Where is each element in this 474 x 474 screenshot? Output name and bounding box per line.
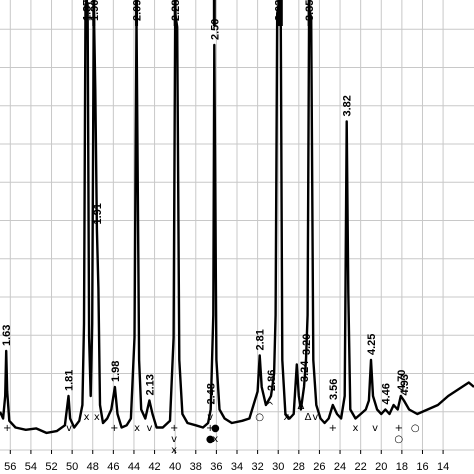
peak-label: 2.13: [144, 374, 156, 395]
phase-marker: +: [329, 423, 337, 434]
phase-marker: x: [353, 423, 359, 434]
peak-label: 4.93: [399, 374, 411, 395]
clipped-peak-marks: [85, 0, 311, 26]
phase-marker: ●: [206, 434, 215, 445]
peak-label: 3.24: [299, 360, 311, 382]
phase-marker: +: [170, 423, 178, 434]
peak-label: 2.09: [132, 0, 144, 21]
phase-marker: v: [171, 434, 177, 445]
x-tick-label: 36: [210, 461, 222, 473]
x-tick-label: 48: [87, 461, 99, 473]
x-tick-label: 28: [293, 461, 305, 473]
x-tick-label: 50: [66, 461, 78, 473]
phase-marker: ○: [394, 434, 403, 445]
peak-label: 1.91: [92, 203, 104, 224]
x-tick-label: 22: [355, 461, 367, 473]
peak-label: 3.20: [301, 334, 313, 355]
x-tick-label: 52: [45, 461, 57, 473]
peak-label: 1.90: [89, 0, 101, 21]
peak-labels: 1.63 1.81 1.87 1.91 1.90 1.98 2.09 2.13 2.28 2.48…: [1, 0, 411, 405]
peak-label: 3.03: [274, 0, 286, 21]
x-tick-label: 18: [396, 461, 408, 473]
peak-label: 4.46: [380, 383, 392, 404]
phase-marker: ^: [266, 401, 274, 412]
phase-marker: x: [134, 423, 140, 434]
phase-marker: v: [372, 423, 378, 434]
x-tick-label: 16: [416, 461, 428, 473]
phase-marker: v: [312, 412, 318, 423]
peak-label: 2.81: [255, 329, 267, 350]
phase-marker: ○: [255, 412, 264, 423]
peak-label: 2.86: [266, 370, 278, 391]
phase-marker: v: [207, 412, 213, 423]
peak-label: 3.56: [328, 379, 340, 400]
x-tick-label: 14: [437, 461, 449, 473]
phase-marker: Δ: [305, 412, 312, 423]
phase-marker: v: [146, 423, 152, 434]
phase-marker: +: [395, 423, 403, 434]
peak-label: 2.28: [170, 0, 182, 21]
peak-label: 1.98: [110, 361, 122, 382]
peak-label: 4.25: [366, 334, 378, 355]
x-tick-label: 20: [375, 461, 387, 473]
x-tick-label: 44: [128, 461, 140, 473]
phase-marker: v: [66, 423, 72, 434]
x-tick-label: 42: [148, 461, 160, 473]
peak-label: 3.35: [304, 0, 316, 21]
phase-marker: x: [94, 412, 100, 423]
phase-marker: x: [212, 434, 218, 445]
phase-marker: +: [3, 423, 11, 434]
x-tick-label: 54: [25, 461, 37, 473]
x-tick-label: 30: [272, 461, 284, 473]
phase-marker: +: [110, 423, 118, 434]
peak-label: 1.87: [82, 0, 94, 21]
x-tick-label: 38: [190, 461, 202, 473]
series-line: [0, 3, 474, 435]
phase-markers: + vx x+ x v +vxv+●●x○^xΔΔ v+ x v +○○: [3, 401, 420, 456]
phase-marker: x: [84, 412, 90, 423]
peak-label: 1.63: [1, 325, 13, 346]
peak-label: 4.70: [396, 370, 408, 391]
x-tick-label: 32: [251, 461, 263, 473]
phase-marker: ●: [211, 423, 220, 434]
phase-marker: ○: [411, 423, 420, 434]
x-axis-ticks: 56 54 52 50 48 46 44 42 40 38 36 34 32 30 28 26 24 22 20 18…: [4, 450, 449, 473]
x-tick-label: 24: [334, 461, 346, 473]
peak-label: 3.82: [342, 95, 354, 116]
phase-marker: x: [283, 412, 289, 423]
x-tick-label: 46: [107, 461, 119, 473]
x-tick-label: 40: [169, 461, 181, 473]
x-tick-label: 34: [231, 461, 243, 473]
series-layer: [0, 3, 474, 435]
phase-marker: Δ: [297, 401, 304, 412]
x-tick-label: 26: [313, 461, 325, 473]
phase-marker: +: [206, 423, 214, 434]
phase-marker: x: [171, 445, 177, 456]
peak-label: 2.48: [206, 383, 218, 404]
peak-label: 1.81: [64, 370, 76, 391]
x-tick-label: 56: [4, 461, 16, 473]
peak-label: 2.50: [209, 19, 221, 40]
